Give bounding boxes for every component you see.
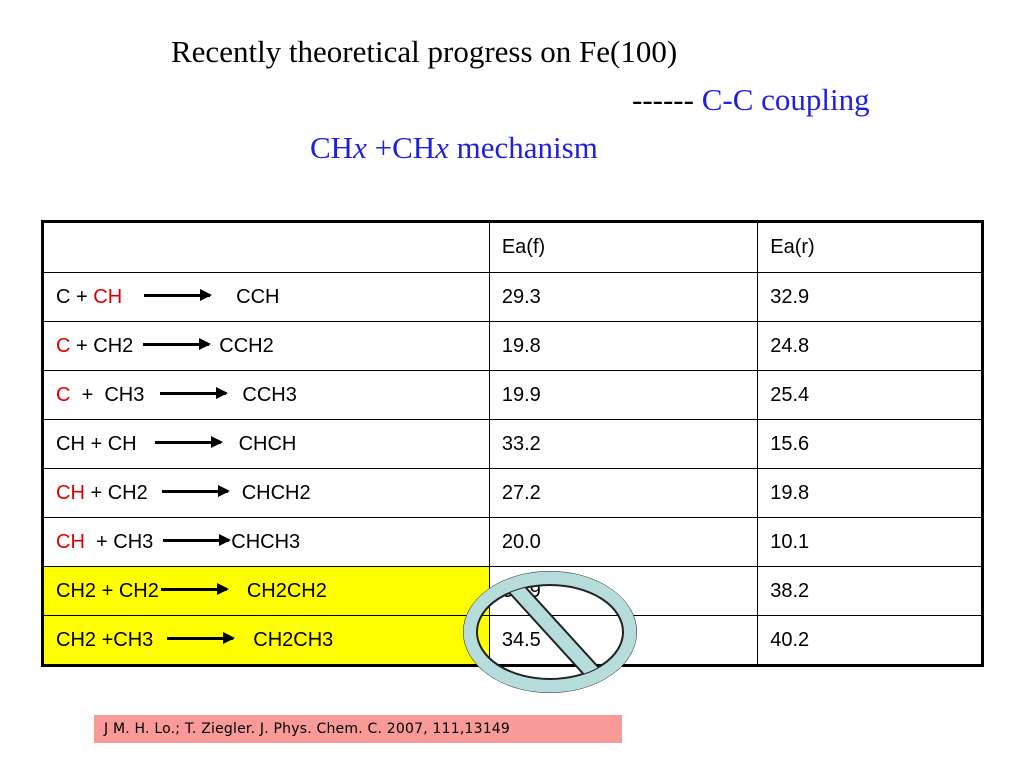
citation-box: J M. H. Lo.; T. Ziegler. J. Phys. Chem. … [94,715,622,743]
table-row: CH + CH2 CHCH2 27.2 19.8 [42,468,983,518]
ea-f-cell: 19.9 [488,370,759,420]
product: CH2CH3 [253,628,334,651]
reaction-cell: CH + CH CHCH [42,419,490,469]
table-row: CH + CH CHCH 33.2 15.6 [42,419,983,469]
reactant-b: CH2 [118,579,159,602]
mechanism-heading: CHx +CHx mechanism [310,130,598,166]
ea-r-cell: 24.8 [757,321,983,371]
right-arrow-icon [143,337,212,350]
table-row-highlighted: CH2 +CH3 CH2CH3 34.5 40.2 [42,615,983,666]
no-entry-sign-icon [463,571,637,693]
reaction-cell: C + CH2 CCH2 [42,321,490,371]
product: CHCH [238,432,297,455]
reaction-cell: C + CH3 CCH3 [42,370,490,420]
plus-sign: + [96,628,114,651]
slide-subtitle: ------ C-C coupling [632,82,870,118]
subtitle-topic: C-C coupling [701,82,870,117]
reactant-a: CH [56,530,85,553]
plus-sign: + [84,481,108,504]
header-reaction [42,221,490,273]
product: CCH3 [242,383,297,406]
mech-part3: mechanism [448,130,598,165]
product: CCH [236,285,280,308]
plus-sign: + [70,285,94,308]
subtitle-dashes: ------ [632,82,694,117]
table-row: C + CH2 CCH2 19.8 24.8 [42,321,983,371]
reactant-a: C [56,383,71,406]
product: CHCH2 [241,481,311,504]
ea-f-cell: 29.3 [488,272,759,322]
reaction-cell: CH + CH2 CHCH2 [42,468,490,518]
ea-f-cell: 27.2 [488,468,759,518]
reactant-b: CH2 [107,481,148,504]
right-arrow-icon [167,631,236,644]
header-ea-f: Ea(f) [488,221,759,273]
reactant-a: CH [56,432,85,455]
product: CCH2 [219,334,274,357]
plus-sign: + [96,579,119,602]
table-row: C + CH CCH 29.3 32.9 [42,272,983,322]
reactant-b: CH3 [113,530,154,553]
reactant-b: CH3 [113,628,154,651]
slide-title: Recently theoretical progress on Fe(100) [171,34,678,69]
right-arrow-icon [154,435,223,448]
reaction-cell: CH + CH3 CHCH3 [42,517,490,567]
header-ea-r: Ea(r) [757,221,983,273]
reactant-a: C [56,334,71,357]
product: CHCH3 [231,530,301,553]
right-arrow-icon [160,582,229,595]
reaction-cell: CH2 +CH3 CH2CH3 [42,615,490,666]
reactant-a: CH2 [56,579,97,602]
mech-part2: +CH [366,130,436,165]
ea-r-cell: 40.2 [757,615,983,666]
right-arrow-icon [160,386,229,399]
reactant-a: CH [56,481,85,504]
ea-f-cell: 33.2 [488,419,759,469]
ea-f-cell: 19.8 [488,321,759,371]
reactant-a: C [56,285,71,308]
reactant-b: CH3 [104,383,145,406]
plus-sign: + [84,432,108,455]
mech-x2: x [435,130,449,165]
right-arrow-icon [163,533,232,546]
ea-r-cell: 25.4 [757,370,983,420]
ea-r-cell: 15.6 [757,419,983,469]
right-arrow-icon [144,288,213,301]
ea-f-cell: 20.0 [488,517,759,567]
ea-r-cell: 10.1 [757,517,983,567]
plus-sign: + [70,383,105,406]
plus-sign: + [70,334,94,357]
mech-part1: CH [310,130,354,165]
reactant-b: CH2 [93,334,134,357]
ea-r-cell: 19.8 [757,468,983,518]
product: CH2CH2 [246,579,327,602]
table-header-row: Ea(f) Ea(r) [42,221,983,273]
reactant-b: CH [107,432,137,455]
reactant-b: CH [93,285,123,308]
reactant-a: CH2 [56,628,97,651]
reaction-cell: CH2 + CH2 CH2CH2 [42,566,490,616]
table-row: C + CH3 CCH3 19.9 25.4 [42,370,983,420]
plus-sign: + [84,530,114,553]
mech-x1: x [353,130,367,165]
reaction-cell: C + CH CCH [42,272,490,322]
table-row: CH + CH3 CHCH3 20.0 10.1 [42,517,983,567]
right-arrow-icon [161,484,230,497]
ea-r-cell: 38.2 [757,566,983,616]
ea-r-cell: 32.9 [757,272,983,322]
